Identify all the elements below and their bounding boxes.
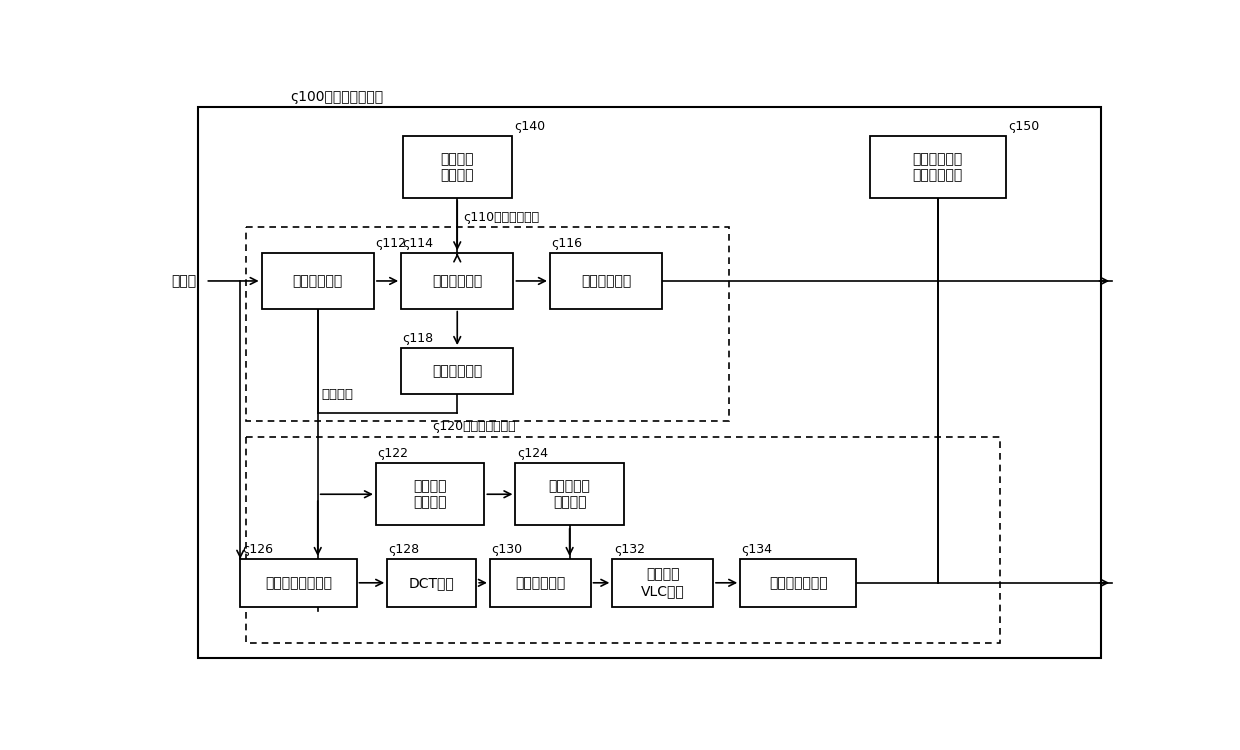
Text: 源图像: 源图像 <box>171 274 196 288</box>
Text: ς130: ς130 <box>491 543 522 556</box>
Bar <box>247 227 729 421</box>
Text: 图像输入部分: 图像输入部分 <box>293 274 343 288</box>
Text: DCT部分: DCT部分 <box>409 576 455 590</box>
Text: ς128: ς128 <box>388 543 420 556</box>
Text: 比特平面
VLC部分: 比特平面 VLC部分 <box>641 568 684 598</box>
Text: ς114: ς114 <box>403 237 434 250</box>
Text: 基层频带
设置部分: 基层频带 设置部分 <box>440 152 474 182</box>
Text: ς134: ς134 <box>742 543 773 556</box>
Bar <box>401 254 513 309</box>
Text: 增强层编分配
带宽设置部分: 增强层编分配 带宽设置部分 <box>913 152 963 182</box>
Bar <box>870 136 1006 198</box>
Text: 逐步移位图
生成部分: 逐步移位图 生成部分 <box>548 479 590 509</box>
Bar <box>490 559 590 607</box>
Text: ς124: ς124 <box>517 447 548 460</box>
Text: 基层解码部分: 基层解码部分 <box>432 364 482 378</box>
Text: 重构图像: 重构图像 <box>321 388 353 400</box>
Text: ς116: ς116 <box>552 237 583 250</box>
Bar <box>401 348 513 394</box>
Text: ς150: ς150 <box>1008 120 1040 133</box>
Bar <box>387 559 476 607</box>
Bar <box>241 559 357 607</box>
Bar <box>516 464 624 525</box>
Text: ς120：增强层编码器: ς120：增强层编码器 <box>433 421 516 434</box>
Text: ς112: ς112 <box>376 237 407 250</box>
Bar <box>376 464 485 525</box>
Text: ς100：视频编码装置: ς100：视频编码装置 <box>290 90 383 104</box>
Text: ς140: ς140 <box>515 120 546 133</box>
Text: ς132: ς132 <box>614 543 645 556</box>
Text: ς122: ς122 <box>377 447 408 460</box>
Bar <box>247 436 999 643</box>
Bar <box>740 559 857 607</box>
Bar <box>613 559 713 607</box>
Text: 基层输出部分: 基层输出部分 <box>580 274 631 288</box>
Bar <box>549 254 662 309</box>
Text: 增强层分配部分: 增强层分配部分 <box>769 576 827 590</box>
Bar <box>403 136 511 198</box>
Text: ς110：基层编码器: ς110：基层编码器 <box>464 211 539 224</box>
Text: 比特移位部分: 比特移位部分 <box>515 576 565 590</box>
Bar <box>262 254 374 309</box>
Text: ς118: ς118 <box>403 332 434 345</box>
Text: 基层编码部分: 基层编码部分 <box>432 274 482 288</box>
Text: ς126: ς126 <box>242 543 273 556</box>
Text: 差别图像生成部分: 差别图像生成部分 <box>265 576 332 590</box>
Text: 重要区域
检测部分: 重要区域 检测部分 <box>413 479 446 509</box>
